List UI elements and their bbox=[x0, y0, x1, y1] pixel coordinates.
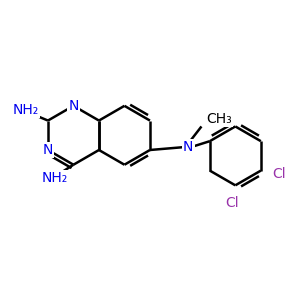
Text: NH₂: NH₂ bbox=[41, 171, 68, 185]
Text: Cl: Cl bbox=[273, 167, 286, 181]
Text: NH₂: NH₂ bbox=[13, 103, 39, 117]
Text: N: N bbox=[43, 143, 53, 157]
Text: CH₃: CH₃ bbox=[206, 112, 232, 126]
Text: N: N bbox=[183, 140, 194, 154]
Text: N: N bbox=[68, 99, 79, 113]
Text: Cl: Cl bbox=[226, 196, 239, 210]
